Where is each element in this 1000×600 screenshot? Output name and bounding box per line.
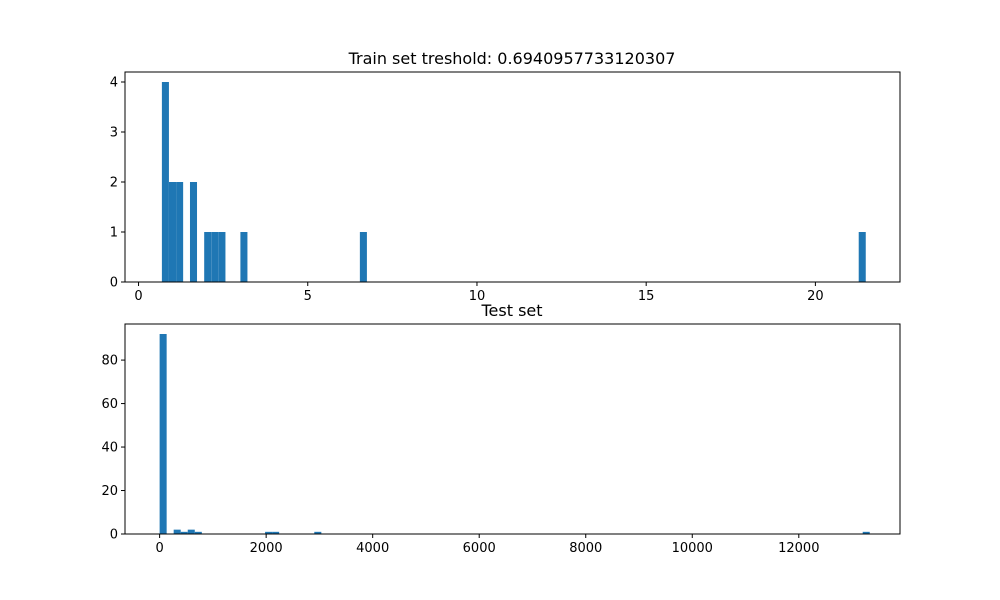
train-x-tick-label-0: 0 bbox=[134, 289, 142, 304]
test-y-tick-label-2: 40 bbox=[101, 441, 118, 456]
test-bar-5 bbox=[265, 531, 273, 534]
train-chart-title: Train set treshold: 0.6940957733120307 bbox=[348, 49, 676, 68]
train-bar-2 bbox=[176, 182, 184, 282]
test-bar-3 bbox=[187, 529, 195, 534]
test-bar-6 bbox=[272, 531, 280, 534]
train-x-tick-label-2: 10 bbox=[469, 289, 486, 304]
train-x-ticks: 0 5 10 15 20 bbox=[134, 282, 824, 304]
test-axes-frame bbox=[124, 323, 901, 535]
train-y-tick-label-4: 4 bbox=[110, 76, 118, 91]
test-bar-4 bbox=[194, 531, 202, 534]
test-chart-title: Test set bbox=[480, 301, 542, 320]
test-bar-0 bbox=[159, 334, 167, 534]
train-bar-6 bbox=[218, 232, 226, 282]
test-x-tick-label-3: 6000 bbox=[463, 541, 496, 556]
train-bar-3 bbox=[189, 182, 198, 282]
test-y-tick-label-4: 80 bbox=[101, 354, 118, 369]
train-x-tick-label-4: 20 bbox=[807, 289, 824, 304]
test-y-tick-label-1: 20 bbox=[101, 484, 118, 499]
test-y-ticks: 0 20 40 60 80 bbox=[101, 354, 125, 543]
train-y-tick-label-2: 2 bbox=[110, 176, 118, 191]
test-x-tick-label-2: 4000 bbox=[356, 541, 389, 556]
test-bar-8 bbox=[862, 531, 870, 534]
test-bars bbox=[159, 334, 870, 534]
test-chart: Test set 0 2000 4000 6000 8000 10000 12000 0 20… bbox=[101, 301, 901, 556]
test-bar-2 bbox=[180, 531, 188, 534]
test-x-tick-label-5: 10000 bbox=[672, 541, 713, 556]
test-x-tick-label-4: 8000 bbox=[569, 541, 602, 556]
train-x-tick-label-3: 15 bbox=[638, 289, 655, 304]
train-bars bbox=[161, 82, 866, 282]
train-bar-8 bbox=[359, 232, 367, 282]
test-bar-1 bbox=[173, 529, 181, 534]
train-y-tick-label-0: 0 bbox=[110, 276, 118, 291]
train-x-tick-label-1: 5 bbox=[304, 289, 312, 304]
test-x-tick-label-0: 0 bbox=[155, 541, 163, 556]
train-bar-7 bbox=[240, 232, 248, 282]
train-y-tick-label-3: 3 bbox=[110, 126, 118, 141]
test-y-tick-label-3: 60 bbox=[101, 397, 118, 412]
train-bar-9 bbox=[858, 232, 866, 282]
train-bar-0 bbox=[161, 82, 169, 282]
train-y-ticks: 0 1 2 3 4 bbox=[110, 76, 125, 291]
test-bar-7 bbox=[314, 531, 322, 534]
train-y-tick-label-1: 1 bbox=[110, 226, 118, 241]
train-bar-5 bbox=[211, 232, 219, 282]
test-y-tick-label-0: 0 bbox=[110, 528, 118, 543]
test-x-ticks: 0 2000 4000 6000 8000 10000 12000 bbox=[155, 534, 819, 556]
train-axes-frame bbox=[124, 71, 901, 283]
train-bar-1 bbox=[169, 182, 177, 282]
test-x-tick-label-1: 2000 bbox=[250, 541, 283, 556]
train-chart: Train set treshold: 0.6940957733120307 0… bbox=[110, 49, 901, 304]
train-bar-4 bbox=[204, 232, 212, 282]
test-x-tick-label-6: 12000 bbox=[778, 541, 819, 556]
